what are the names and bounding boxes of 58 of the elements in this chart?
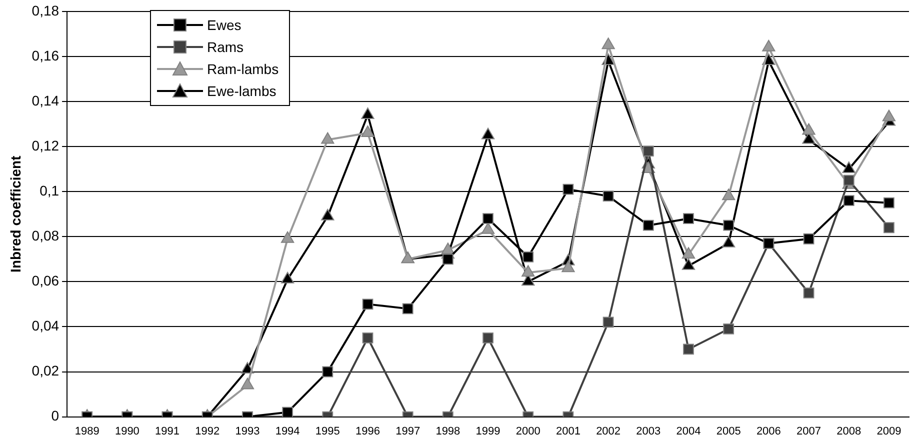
x-tick-label: 1992: [195, 425, 220, 438]
y-tick-label: 0,1: [40, 182, 60, 198]
x-tick-label: 1995: [315, 425, 340, 438]
point: [882, 110, 896, 122]
x-tick-label: 2003: [636, 425, 661, 438]
x-tick-label: 1989: [74, 425, 100, 438]
x-tick-label: 2001: [556, 425, 580, 438]
y-tick-label: 0,08: [32, 227, 60, 244]
point: [321, 132, 334, 144]
point: [842, 162, 856, 174]
x-tick-label: 1991: [155, 425, 180, 438]
point: [280, 272, 294, 284]
legend-label: Rams: [207, 38, 244, 57]
legend-label: Ewes: [207, 16, 242, 35]
x-tick-label: 1998: [436, 425, 460, 438]
point: [722, 188, 736, 200]
legend-label: Ram-lambs: [207, 60, 279, 79]
point: [682, 247, 696, 259]
y-tick-label: 0,04: [32, 318, 60, 334]
x-tick-label: 2009: [876, 425, 902, 438]
x-tick-label: 1999: [476, 425, 500, 438]
x-tick-label: 2006: [756, 425, 781, 438]
y-tick-label: 0,14: [32, 92, 60, 108]
point: [441, 242, 454, 254]
x-tick-label: 1990: [114, 425, 140, 438]
point: [522, 265, 535, 277]
point: [280, 231, 294, 243]
x-tick-label: 1996: [356, 425, 380, 438]
point: [682, 258, 696, 270]
x-tick-label: 2007: [796, 425, 822, 438]
point: [240, 362, 254, 374]
y-tick-label: 0: [51, 408, 60, 424]
x-tick-label: 2005: [716, 425, 741, 438]
x-tick-label: 1997: [396, 425, 420, 438]
y-tick-label: 0,12: [32, 137, 60, 154]
x-tick-label: 2000: [516, 425, 540, 438]
x-tick-label: 2008: [836, 425, 862, 438]
point: [762, 40, 776, 52]
legend-label: Ewe-lambs: [207, 82, 276, 101]
point: [361, 108, 374, 119]
y-tick-label: 0,18: [32, 2, 60, 18]
y-tick-label: 0,06: [32, 272, 60, 289]
y-tick-label: 0,16: [32, 47, 60, 64]
point: [802, 123, 816, 135]
point: [481, 128, 495, 140]
point: [602, 38, 615, 50]
x-tick-label: 1994: [275, 425, 300, 438]
x-tick-label: 1993: [235, 425, 260, 438]
point: [481, 222, 495, 234]
point: [562, 260, 575, 272]
point: [321, 208, 334, 220]
point: [722, 236, 736, 248]
x-tick-label: 2002: [596, 425, 621, 438]
y-tick-label: 0,02: [32, 362, 60, 379]
point: [240, 378, 254, 390]
point: [361, 126, 374, 138]
x-tick-label: 2004: [676, 425, 701, 438]
y-axis-title: Inbred coefficient: [7, 155, 24, 272]
